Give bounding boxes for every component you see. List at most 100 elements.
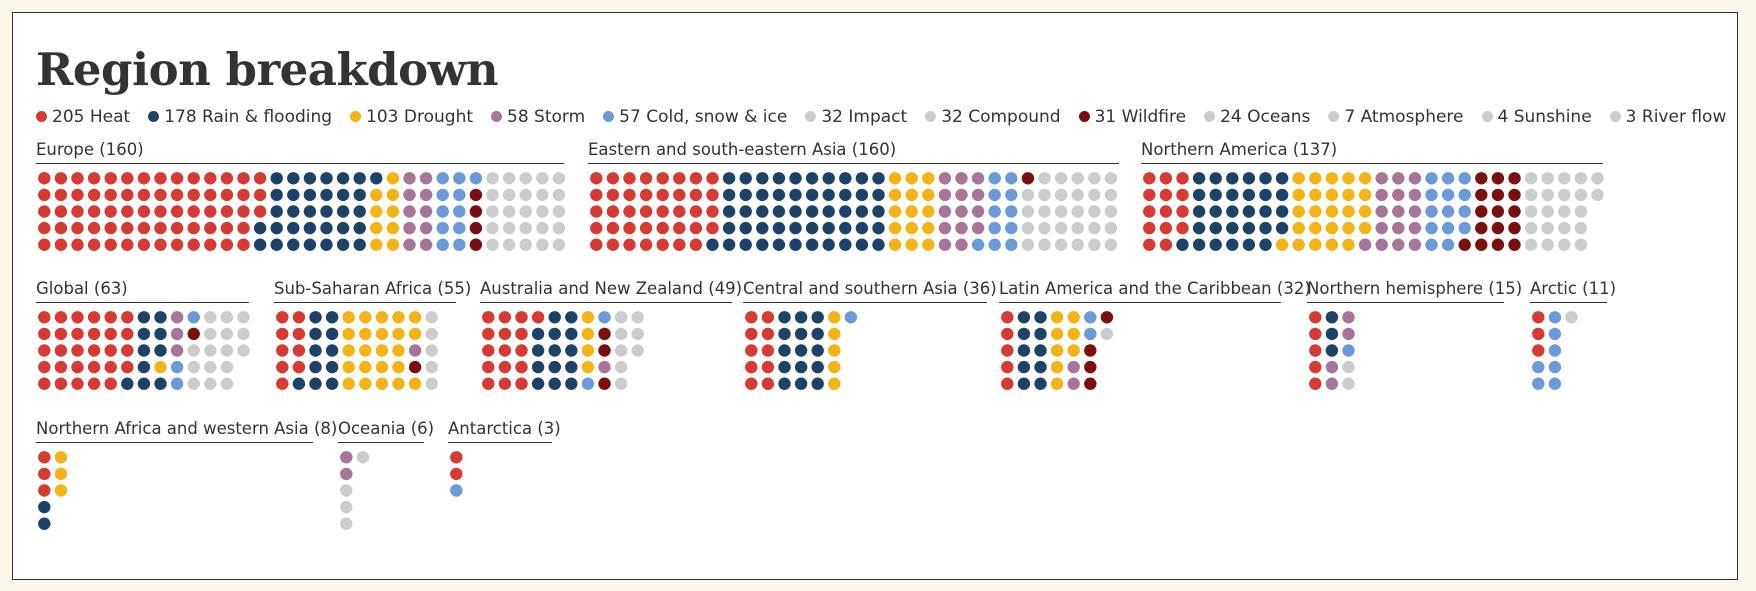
waffle-dot-heat [54,205,68,218]
waffle-dot-rain [1275,205,1289,218]
waffle-dot-drought [375,377,389,390]
waffle-dot-other [187,360,200,374]
waffle-dot-other [614,360,628,374]
waffle-dot-drought [905,221,918,235]
waffle-dot-storm [1375,238,1388,251]
waffle-dot-storm [170,327,184,341]
legend-label-drought: 103 Drought [366,107,474,127]
waffle-dot-drought [386,172,400,185]
waffle-dot-storm [1375,205,1388,218]
waffle-dot-other [502,238,516,251]
waffle-dot-drought [342,327,355,341]
waffle-dot-other [1541,172,1554,185]
waffle-dot-rain [253,221,267,235]
waffle-dot-storm [1408,238,1422,251]
waffle-dot-wildfire [1491,172,1505,185]
legend-label-storm: 58 Storm [507,107,586,127]
waffle-dot-other [614,327,628,341]
waffle-dot-rain [320,172,333,185]
waffle-dot-rain [353,205,366,218]
waffle-dot-storm [1408,188,1422,202]
waffle-dot-rain [1242,205,1256,218]
waffle-dot-wildfire [1508,238,1521,251]
waffle-dot-rain [839,205,852,218]
waffle-dot-heat [104,377,117,390]
waffle-dot-other [1071,205,1084,218]
waffle-dot-heat [170,205,184,218]
waffle-dot-heat [498,360,512,374]
waffle-dot-storm [938,238,952,251]
waffle-dot-rain [309,311,322,324]
waffle-dot-other [204,311,217,324]
waffle-dot-heat [745,344,758,357]
region-title: Eastern and south-eastern Asia (160) [588,139,1119,164]
waffle-dot-cold [170,377,184,390]
waffle-dot-rain [336,238,350,251]
waffle-dot-rain [531,327,545,341]
waffle-dot-drought [1067,327,1080,341]
waffle-dot-rain [121,377,134,390]
waffle-dot-other [1071,188,1084,202]
waffle-dot-other [220,327,234,341]
waffle-dot-wildfire [408,360,422,374]
waffle-dot-rain [1325,344,1339,357]
waffle-dot-heat [237,238,250,251]
waffle-dot-heat [121,238,134,251]
waffle-dot-heat [121,344,134,357]
waffle-dot-cold [1548,377,1562,390]
waffle-dot-storm [419,238,433,251]
waffle-dot-other [204,360,217,374]
waffle-dot-drought [888,221,902,235]
waffle-dot-heat [121,172,134,185]
waffle-dot-other [1104,205,1118,218]
waffle-dot-rain [309,327,322,341]
waffle-dot-rain [1325,311,1339,324]
waffle-dot-rain [811,377,824,390]
waffle-dot-rain [370,172,383,185]
waffle-dot-drought [1050,360,1064,374]
region-panel-arctic: Arctic (11) [1530,278,1616,392]
waffle-dot-rain [855,188,869,202]
waffle-dot-other [425,344,438,357]
waffle-dot-rain [353,238,366,251]
waffle-dot-wildfire [1475,238,1488,251]
waffle-dot-other [1054,172,1068,185]
waffle-dot-rain [1242,221,1256,235]
chart-title: Region breakdown [36,43,499,96]
waffle-dot-storm [938,221,952,235]
waffle-dot-rain [154,327,167,341]
waffle-dot-heat [38,327,51,341]
waffle-dot-drought [581,327,595,341]
waffle-dot-drought [1342,172,1355,185]
waffle-dot-heat [673,238,686,251]
waffle-dot-rain [811,360,824,374]
waffle-dot-drought [1067,344,1080,357]
waffle-dot-heat [531,311,545,324]
waffle-dot-rain [805,172,819,185]
waffle-dot-cold [1005,172,1018,185]
waffle-dot-rain [839,188,852,202]
waffle-dot-heat [515,360,528,374]
waffle-dot-heat [1001,344,1014,357]
waffle-dot-rain [309,377,322,390]
waffle-dot-other [425,327,438,341]
waffle-dot-other [1088,221,1101,235]
region-title: Antarctica (3) [448,418,561,443]
waffle-dot-heat [87,188,101,202]
waffle-dot-heat [623,172,636,185]
waffle-dot-rain [822,221,835,235]
waffle-dot-heat [154,221,167,235]
waffle-dot-rain [872,221,885,235]
waffle-dot-cold [1441,188,1455,202]
waffle-dot-rain [1017,360,1031,374]
waffle-dot-drought [342,311,355,324]
waffle-dot-heat [204,205,217,218]
waffle-dot-other [519,172,532,185]
waffle-dot-heat [104,344,117,357]
waffle-dot-cold [453,172,466,185]
region-title: Sub-Saharan Africa (55) [274,278,471,303]
waffle-dot-drought [359,377,372,390]
waffle-dot-drought [1292,205,1305,218]
waffle-dot-rain [353,188,366,202]
waffle-dot-other [237,344,250,357]
